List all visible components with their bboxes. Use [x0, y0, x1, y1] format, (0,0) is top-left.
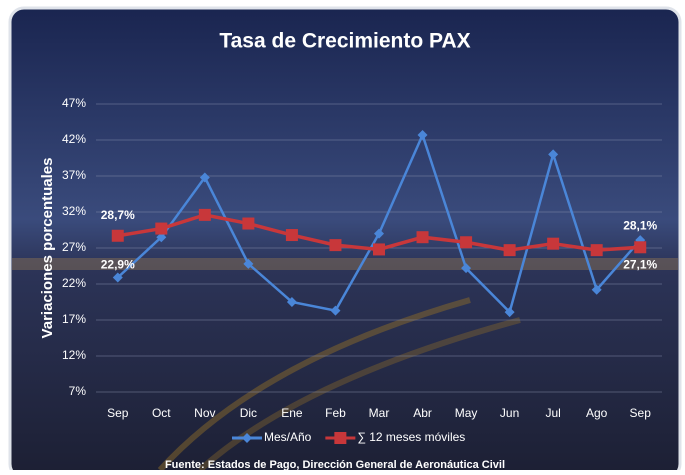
point	[155, 222, 168, 235]
y-axis-label: Variaciones porcentuales	[39, 158, 56, 339]
legend-marker	[242, 433, 252, 443]
data-label: 27,1%	[623, 257, 657, 271]
x-tick-label: Dic	[240, 406, 257, 420]
y-tick-label: 47%	[62, 96, 86, 110]
point	[374, 228, 384, 239]
x-tick-label: Jun	[500, 406, 519, 420]
x-tick-label: Mar	[369, 406, 390, 420]
point	[373, 243, 385, 256]
x-tick-label: Ago	[586, 406, 608, 420]
legend-marker	[334, 432, 347, 444]
point	[286, 297, 297, 307]
point	[591, 284, 602, 295]
point	[590, 244, 603, 257]
runway-line	[197, 317, 521, 473]
point	[417, 129, 428, 140]
runway-lights	[12, 258, 678, 270]
background	[8, 6, 682, 475]
point	[112, 272, 123, 283]
point	[243, 258, 254, 269]
point	[416, 231, 429, 244]
point	[503, 244, 516, 257]
y-tick-label: 12%	[62, 348, 86, 362]
point	[242, 217, 255, 230]
y-tick-label: 37%	[62, 168, 86, 182]
point	[329, 239, 342, 252]
point	[504, 307, 515, 318]
x-tick-label: Jul	[545, 406, 560, 420]
point	[156, 232, 167, 243]
point	[634, 241, 647, 254]
x-tick-label: Nov	[194, 406, 215, 420]
point	[330, 305, 341, 316]
data-label: 28,7%	[101, 208, 135, 222]
x-tick-label: Abr	[413, 406, 432, 420]
x-tick-label: Sep	[630, 406, 652, 420]
point	[460, 236, 473, 249]
y-tick-label: 32%	[62, 204, 86, 218]
x-tick-label: Oct	[152, 406, 171, 420]
point	[548, 149, 559, 160]
runway-line	[157, 297, 471, 473]
legend-label: ∑ 12 meses móviles	[357, 430, 465, 444]
chart-title: Tasa de Crecimiento PAX	[219, 30, 470, 53]
point	[461, 263, 472, 274]
x-tick-label: Feb	[325, 406, 346, 420]
y-tick-label: 27%	[62, 240, 86, 254]
y-tick-label: 17%	[62, 312, 86, 326]
point	[285, 229, 298, 242]
y-tick-label: 42%	[62, 132, 86, 146]
x-tick-label: May	[455, 406, 478, 420]
point	[111, 229, 124, 242]
legend-label: Mes/Año	[264, 430, 312, 444]
y-tick-label: 22%	[62, 276, 86, 290]
point	[199, 172, 210, 183]
source: Fuente: Estados de Pago, Dirección Gener…	[165, 459, 505, 470]
point	[198, 208, 211, 221]
data-label: 28,1%	[623, 218, 657, 232]
data-label: 22,9%	[101, 258, 135, 272]
x-tick-label: Sep	[107, 406, 129, 420]
point	[547, 237, 560, 250]
y-tick-label: 7%	[69, 384, 87, 398]
x-tick-label: Ene	[281, 406, 303, 420]
